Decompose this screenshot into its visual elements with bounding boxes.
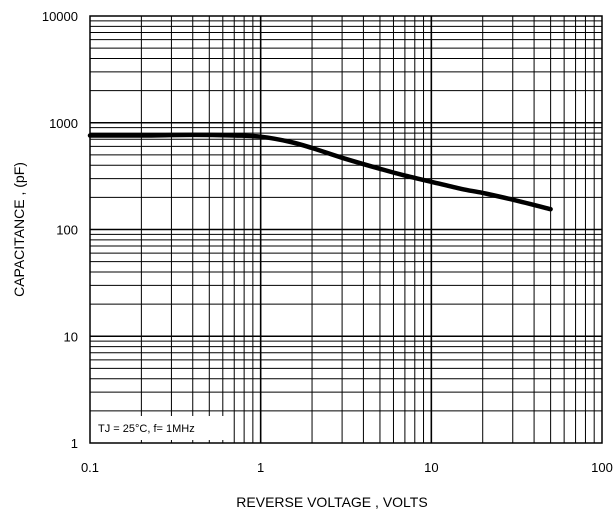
x-axis-title: REVERSE VOLTAGE , VOLTS bbox=[236, 494, 427, 510]
capacitance-curve bbox=[87, 132, 553, 212]
plot-frame bbox=[89, 15, 603, 444]
x-tick-labels: 0.1 1 10 100 bbox=[81, 460, 613, 475]
y-tick-label: 1000 bbox=[49, 116, 78, 131]
y-tick-label: 10 bbox=[64, 329, 78, 344]
conditions-box bbox=[93, 416, 225, 440]
x-tick-label: 0.1 bbox=[81, 460, 99, 475]
y-tick-label: 1 bbox=[71, 436, 78, 451]
x-tick-label: 100 bbox=[591, 460, 613, 475]
x-tick-label: 10 bbox=[424, 460, 438, 475]
grid-major-lines bbox=[90, 16, 602, 443]
conditions-annotation: TJ = 25°C, f= 1MHz bbox=[98, 423, 195, 435]
y-tick-label: 10000 bbox=[42, 9, 78, 24]
x-tick-label: 1 bbox=[257, 460, 264, 475]
y-tick-label: 100 bbox=[56, 223, 78, 238]
y-tick-labels: 1 10 100 1000 10000 bbox=[42, 9, 78, 451]
y-axis-title: CAPACITANCE , (pF) bbox=[11, 162, 27, 297]
